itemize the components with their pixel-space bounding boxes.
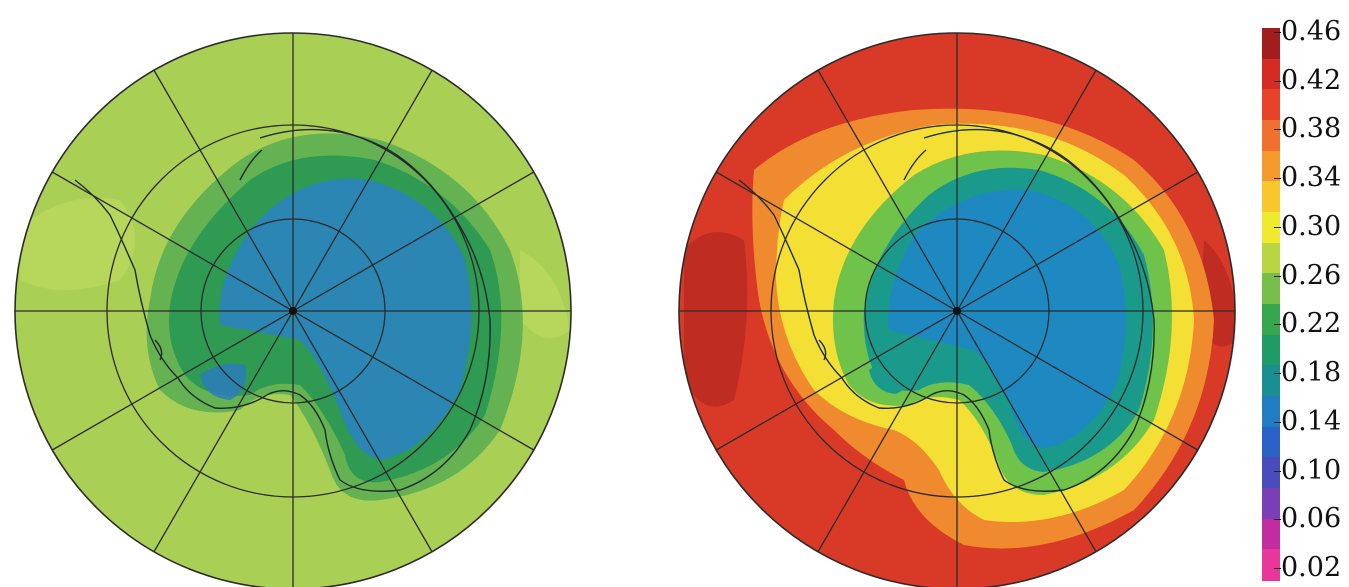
antarctic-core xyxy=(219,178,472,461)
colorbar-tick-label: 0.02 xyxy=(1281,552,1342,583)
colorbar-segment xyxy=(1262,549,1280,581)
colorbar-tick-label: 0.30 xyxy=(1281,210,1342,242)
coastline xyxy=(738,128,1155,492)
colorbar-tick-label: 0.38 xyxy=(1281,113,1342,145)
colorbar-tick xyxy=(1274,129,1281,131)
colorbar-segment xyxy=(1262,396,1280,428)
colorbar-segment xyxy=(1262,58,1280,90)
colorbar-segment xyxy=(1262,365,1280,397)
colorbar-segment xyxy=(1262,304,1280,336)
colorbar-segment xyxy=(1262,150,1280,182)
colorbar-tick-label: 0.42 xyxy=(1281,64,1342,96)
colorbar-tick xyxy=(1274,226,1281,228)
peninsula-core xyxy=(200,363,246,400)
colorbar-tick xyxy=(1274,373,1281,375)
antarctic-map-left xyxy=(14,32,572,587)
colorbar-segment xyxy=(1262,212,1280,244)
colorbar-segment xyxy=(1262,242,1280,274)
colorbar-segment xyxy=(1262,426,1280,458)
coastline xyxy=(74,128,491,492)
colorbar-tick-label: 0.18 xyxy=(1281,357,1342,389)
colorbar-segment xyxy=(1262,28,1280,60)
colorbar-tick-label: 0.14 xyxy=(1281,405,1342,437)
south-pole-marker xyxy=(953,307,961,315)
colorbar-segment xyxy=(1262,334,1280,366)
colorbar xyxy=(1262,28,1280,581)
lighter-ocean-patch xyxy=(520,250,570,338)
colorbar-tick xyxy=(1274,421,1281,423)
colorbar-tick xyxy=(1274,470,1281,472)
colorbar-tick xyxy=(1274,324,1281,326)
colorbar-segment xyxy=(1262,89,1280,121)
colorbar-tick-label: 0.22 xyxy=(1281,308,1342,340)
colorbar-tick xyxy=(1274,32,1281,33)
colorbar-tick xyxy=(1274,519,1281,521)
colorbar-segment xyxy=(1262,120,1280,152)
colorbar-tick xyxy=(1274,568,1281,569)
colorbar-segment xyxy=(1262,457,1280,489)
colorbar-tick-label: 0.46 xyxy=(1281,16,1342,47)
colorbar-tick xyxy=(1274,275,1281,277)
south-pole-marker xyxy=(289,307,297,315)
colorbar-segment xyxy=(1262,488,1280,520)
colorbar-tick xyxy=(1274,178,1281,180)
colorbar-tick-label: 0.10 xyxy=(1281,454,1342,486)
antarctic-map-right xyxy=(678,32,1236,587)
colorbar-tick-label: 0.06 xyxy=(1281,503,1342,535)
colorbar-tick-label: 0.26 xyxy=(1281,259,1342,291)
colorbar-tick-label: 0.34 xyxy=(1281,162,1342,194)
dark-ocean-patch xyxy=(684,232,748,407)
lighter-ocean-patch xyxy=(20,198,135,290)
colorbar-segment xyxy=(1262,518,1280,550)
antarctic-core xyxy=(888,189,1126,448)
colorbar-segment xyxy=(1262,273,1280,305)
colorbar-segment xyxy=(1262,181,1280,213)
colorbar-tick xyxy=(1274,80,1281,82)
